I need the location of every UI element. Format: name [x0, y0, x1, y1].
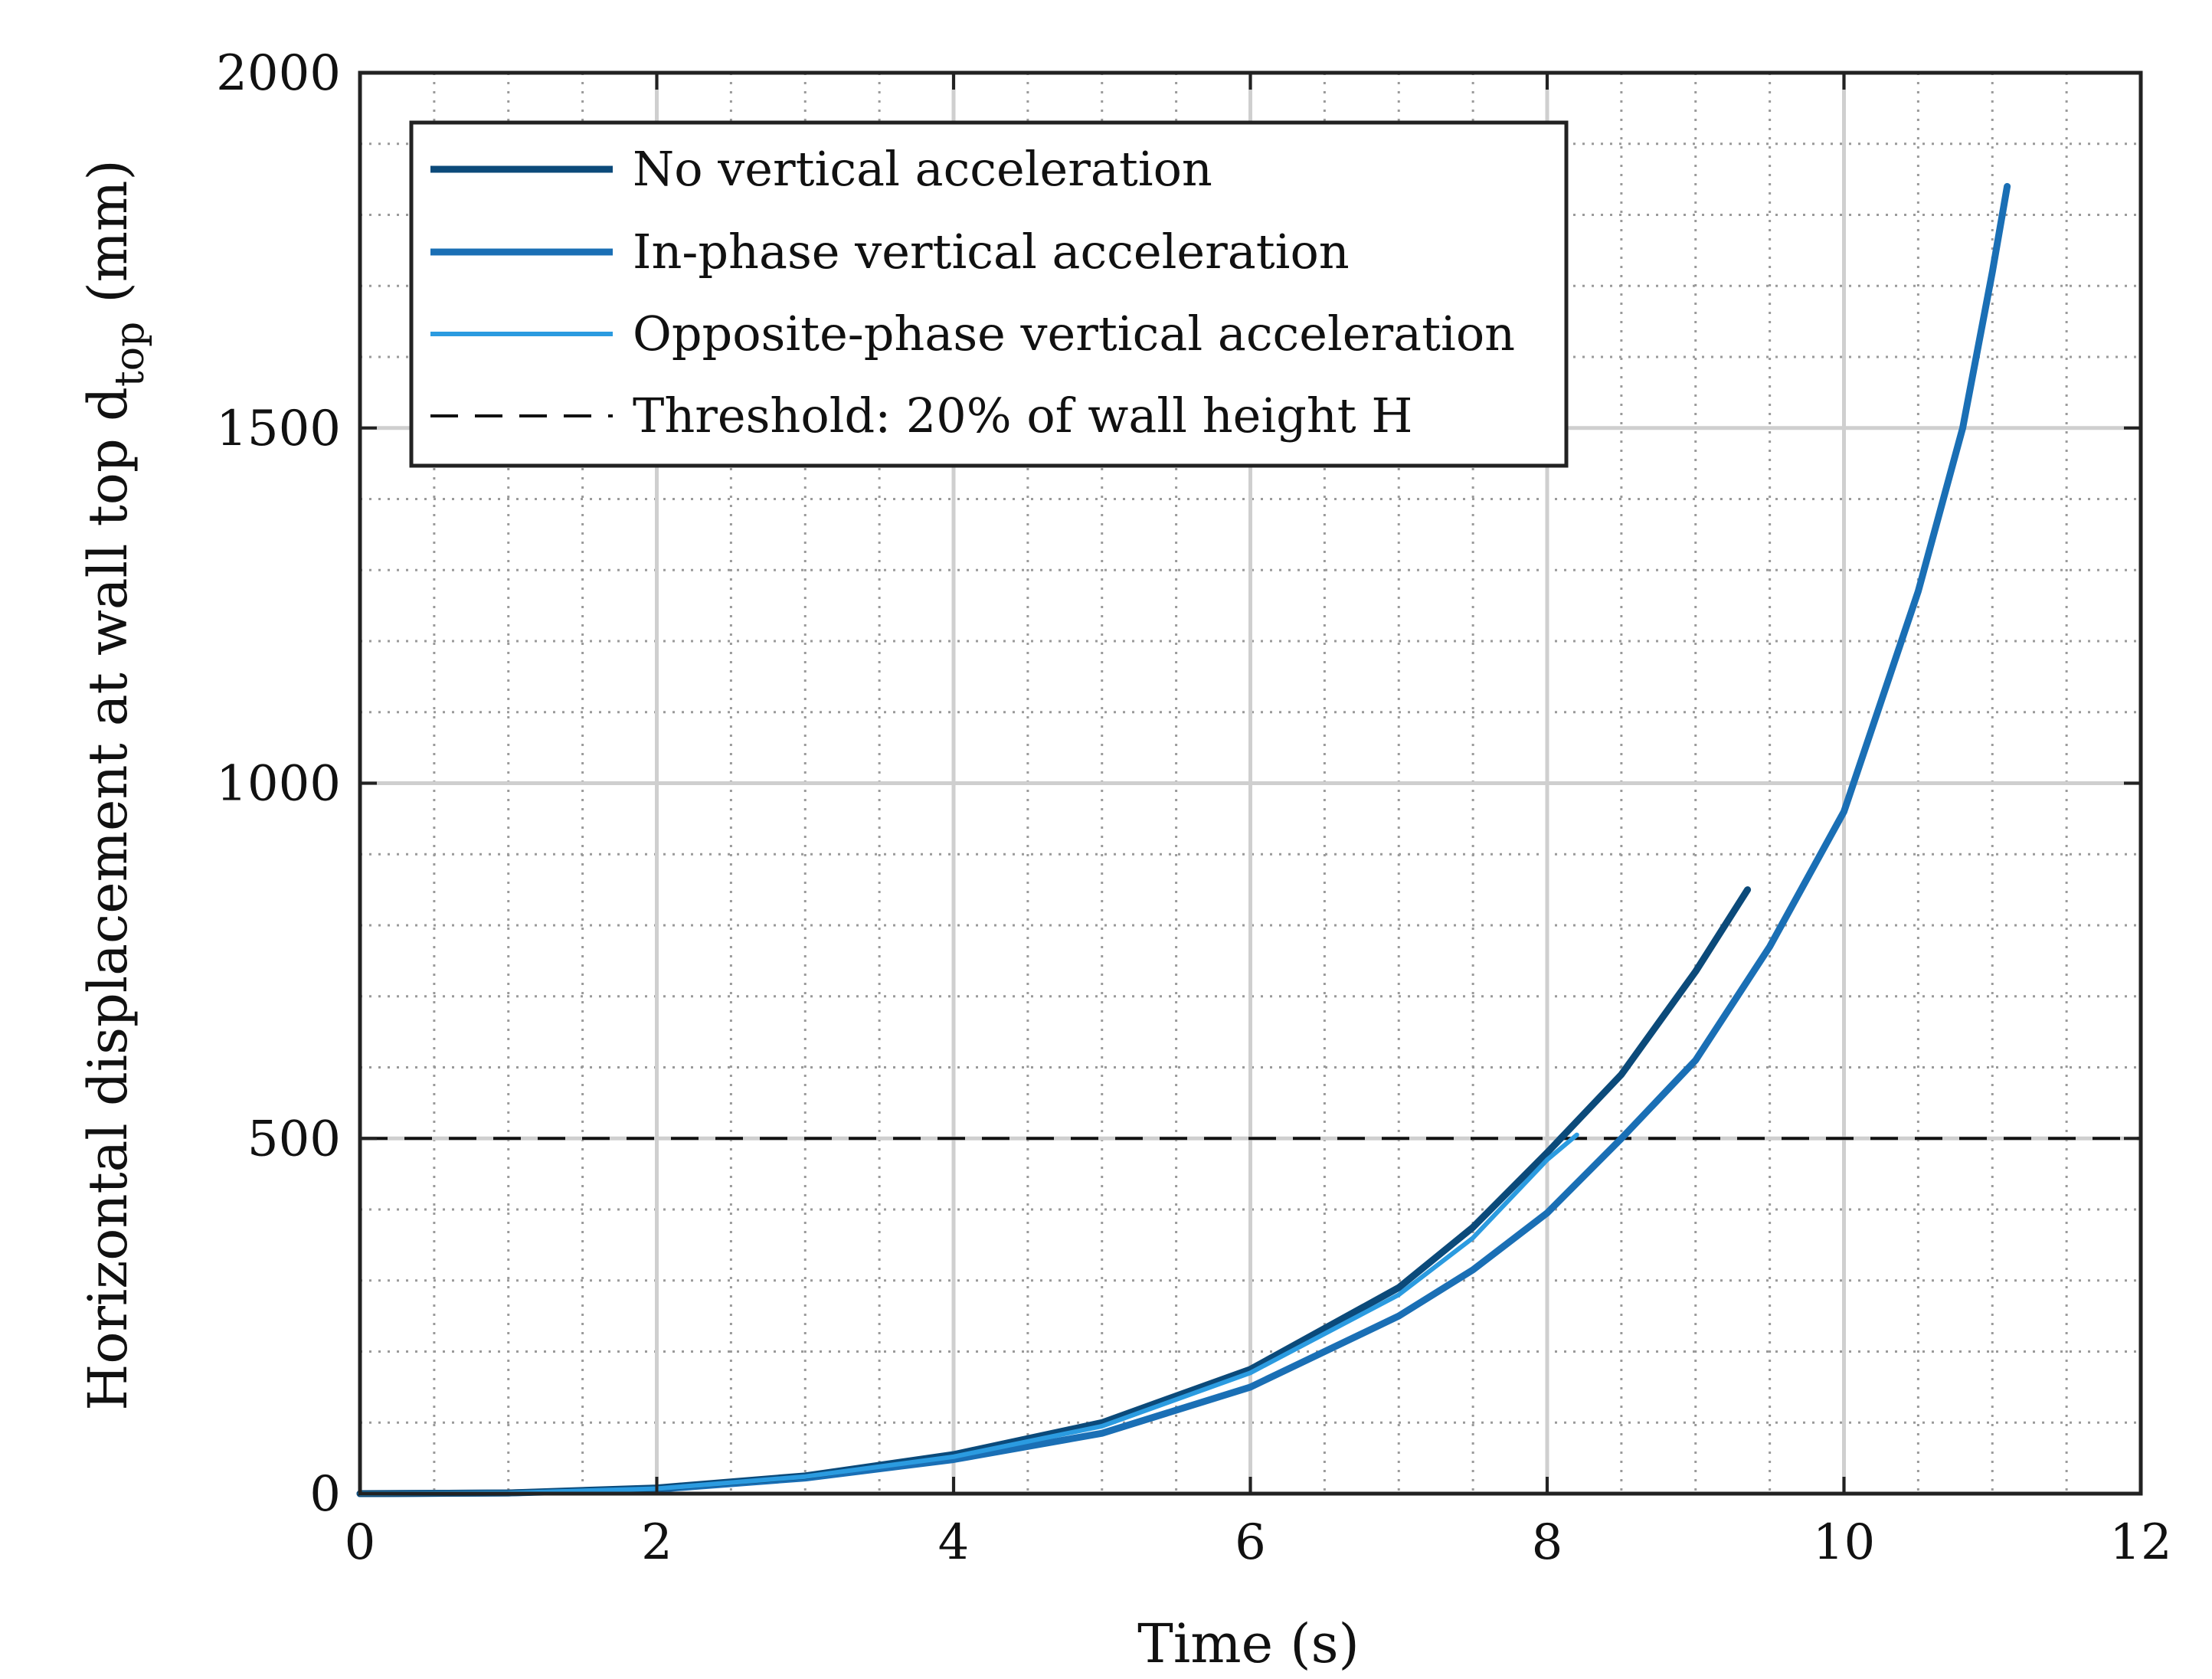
y-tick-label: 500	[247, 1111, 341, 1167]
x-tick-label: 6	[1235, 1514, 1266, 1571]
legend-label-opposite-phase: Opposite-phase vertical acceleration	[633, 306, 1515, 362]
legend-label-threshold: Threshold: 20% of wall height H	[633, 388, 1412, 443]
y-axis-title: Horizontal displacement at wall top dtop…	[77, 159, 153, 1410]
x-tick-label: 8	[1532, 1514, 1563, 1571]
legend: No vertical acceleration In-phase vertic…	[409, 120, 1569, 468]
x-ticks: 0 2 4 6 8 10 12	[345, 73, 2172, 1571]
x-tick-label: 4	[938, 1514, 970, 1571]
y-ticks: 0 500 1000 1500 2000	[216, 45, 2141, 1523]
x-tick-label: 10	[1813, 1514, 1875, 1571]
legend-box	[409, 120, 1569, 468]
y-tick-label: 2000	[216, 45, 341, 102]
y-tick-label: 0	[309, 1466, 341, 1523]
y-tick-label: 1000	[216, 756, 341, 813]
x-tick-label: 12	[2109, 1514, 2171, 1571]
legend-label-in-phase: In-phase vertical acceleration	[633, 224, 1350, 280]
y-tick-label: 1500	[216, 401, 341, 457]
x-tick-label: 2	[641, 1514, 672, 1571]
x-axis-title: Time (s)	[1137, 1612, 1360, 1675]
legend-label-no-vertical: No vertical acceleration	[633, 141, 1212, 197]
x-tick-label: 0	[345, 1514, 376, 1571]
series-opposite-phase	[358, 1132, 1579, 1496]
